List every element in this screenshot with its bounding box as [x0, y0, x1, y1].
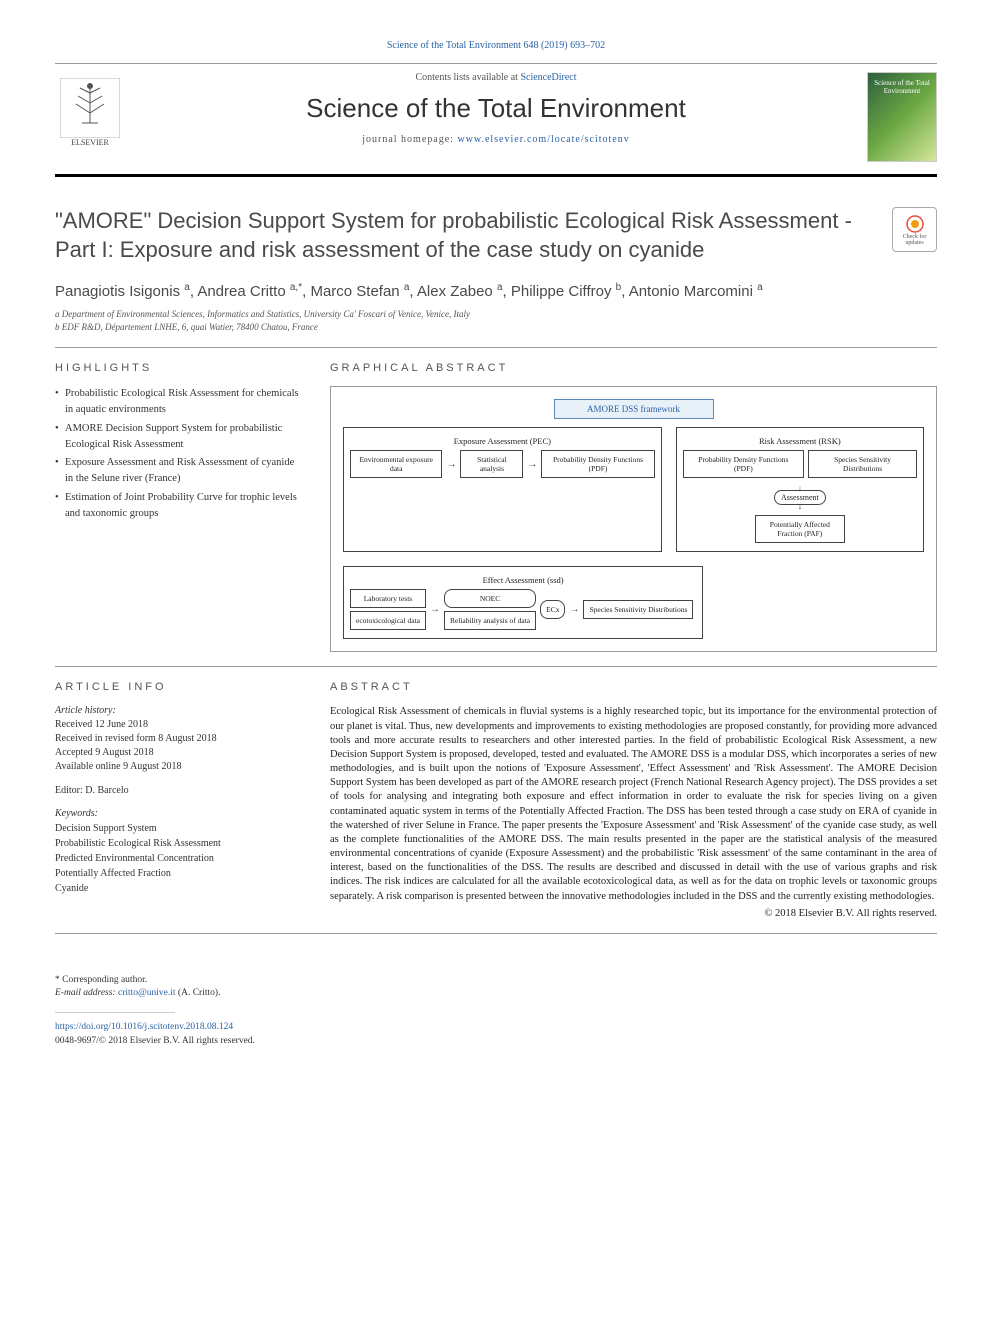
homepage-link[interactable]: www.elsevier.com/locate/scitotenv [457, 134, 629, 145]
elsevier-tree-icon [60, 78, 120, 138]
email-link[interactable]: critto@unive.it [118, 988, 176, 998]
keyword: Cyanide [55, 881, 300, 896]
article-history: Received 12 June 2018 Received in revise… [55, 718, 300, 774]
check-updates-label: Check for updates [893, 234, 936, 246]
received-date: Received 12 June 2018 [55, 718, 300, 732]
accepted-date: Accepted 9 August 2018 [55, 746, 300, 760]
publisher-logo[interactable]: ELSEVIER [55, 72, 125, 152]
online-date: Available online 9 August 2018 [55, 760, 300, 774]
ga-ec: ECx [540, 600, 565, 619]
highlights-graphical-row: HIGHLIGHTS Probabilistic Ecological Risk… [55, 362, 937, 652]
header-divider [55, 174, 937, 177]
issn-copyright: 0048-9697/© 2018 Elsevier B.V. All right… [55, 1035, 937, 1048]
contents-line: Contents lists available at ScienceDirec… [145, 72, 847, 83]
abstract-column: ABSTRACT Ecological Risk Assessment of c… [330, 681, 937, 918]
keyword: Decision Support System [55, 821, 300, 836]
highlights-heading: HIGHLIGHTS [55, 362, 300, 374]
keywords-label: Keywords: [55, 808, 300, 819]
article-title: "AMORE" Decision Support System for prob… [55, 207, 872, 264]
header-center: Contents lists available at ScienceDirec… [145, 72, 847, 145]
divider-3 [55, 933, 937, 934]
check-updates-badge[interactable]: Check for updates [892, 207, 937, 252]
highlight-item: Estimation of Joint Probability Curve fo… [55, 490, 300, 522]
ga-exposure-box2: Statistical analysis [460, 450, 523, 478]
ga-rel: Reliability analysis of data [444, 611, 536, 630]
editor-label: Editor: [55, 785, 85, 796]
homepage-line: journal homepage: www.elsevier.com/locat… [145, 134, 847, 145]
ga-exposure-box1: Environmental exposure data [350, 450, 442, 478]
ga-risk-header: Risk Assessment (RSK) [683, 436, 917, 446]
journal-header: ELSEVIER Contents lists available at Sci… [55, 72, 937, 162]
highlight-item: AMORE Decision Support System for probab… [55, 421, 300, 453]
ga-paf-box: Potentially Affected Fraction (PAF) [755, 515, 845, 543]
graphical-abstract-column: GRAPHICAL ABSTRACT AMORE DSS framework E… [330, 362, 937, 652]
graphical-heading: GRAPHICAL ABSTRACT [330, 362, 937, 374]
journal-name: Science of the Total Environment [145, 93, 847, 124]
ga-exposure-box3: Probability Density Functions (PDF) [541, 450, 654, 478]
top-rule [55, 63, 937, 64]
doi-link[interactable]: https://doi.org/10.1016/j.scitotenv.2018… [55, 1022, 233, 1032]
revised-date: Received in revised form 8 August 2018 [55, 732, 300, 746]
arrow-icon: → [430, 604, 440, 615]
doi-block: https://doi.org/10.1016/j.scitotenv.2018… [55, 1021, 937, 1048]
contents-prefix: Contents lists available at [415, 72, 520, 83]
ga-effect-panel: Effect Assessment (ssd) Laboratory tests… [343, 566, 703, 639]
ga-exposure-panel: Exposure Assessment (PEC) Environmental … [343, 427, 662, 552]
ga-framework-title: AMORE DSS framework [554, 399, 714, 419]
keyword: Probabilistic Ecological Risk Assessment [55, 836, 300, 851]
arrow-icon: → [569, 604, 579, 615]
graphical-abstract-figure: AMORE DSS framework Exposure Assessment … [330, 386, 937, 652]
footer: * Corresponding author. E-mail address: … [55, 974, 937, 1048]
affiliation-a: a Department of Environmental Sciences, … [55, 308, 937, 321]
article-info-column: ARTICLE INFO Article history: Received 1… [55, 681, 300, 918]
copyright-line: © 2018 Elsevier B.V. All rights reserved… [330, 908, 937, 919]
arrow-icon: → [527, 459, 537, 470]
top-citation[interactable]: Science of the Total Environment 648 (20… [55, 40, 937, 51]
cover-text: Science of the Total Environment [868, 79, 936, 95]
ga-risk-pdf: Probability Density Functions (PDF) [683, 450, 804, 478]
highlights-list: Probabilistic Ecological Risk Assessment… [55, 386, 300, 521]
divider-1 [55, 347, 937, 348]
check-updates-icon [905, 214, 925, 234]
editor-name: D. Barcelo [85, 785, 128, 796]
journal-cover-thumbnail[interactable]: Science of the Total Environment [867, 72, 937, 162]
email-author-name: (A. Critto). [176, 988, 221, 998]
affiliation-b: b EDF R&D, Département LNHE, 6, quai Wat… [55, 321, 937, 334]
corr-label: * Corresponding author. [55, 974, 937, 987]
highlight-item: Probabilistic Ecological Risk Assessment… [55, 386, 300, 418]
abstract-text: Ecological Risk Assessment of chemicals … [330, 705, 937, 903]
ga-lab-box: Laboratory tests [350, 589, 426, 608]
ga-noec: NOEC [444, 589, 536, 608]
ga-risk-ssd: Species Sensitivity Distributions [808, 450, 917, 478]
highlight-item: Exposure Assessment and Risk Assessment … [55, 455, 300, 487]
article-page: Science of the Total Environment 648 (20… [0, 0, 992, 1088]
keyword: Potentially Affected Fraction [55, 866, 300, 881]
corresponding-author: * Corresponding author. E-mail address: … [55, 974, 937, 1001]
affiliations: a Department of Environmental Sciences, … [55, 308, 937, 333]
authors-list: Panagiotis Isigonis a, Andrea Critto a,*… [55, 282, 937, 300]
footer-rule [55, 1012, 175, 1013]
email-label: E-mail address: [55, 988, 118, 998]
homepage-prefix: journal homepage: [362, 134, 457, 145]
ga-exposure-header: Exposure Assessment (PEC) [350, 436, 655, 446]
ga-effect-header: Effect Assessment (ssd) [350, 575, 696, 585]
ga-assessment-node: ↓Assessment↓ [683, 484, 917, 511]
editor-line: Editor: D. Barcelo [55, 784, 300, 798]
email-line: E-mail address: critto@unive.it (A. Crit… [55, 987, 937, 1000]
sciencedirect-link[interactable]: ScienceDirect [520, 72, 576, 83]
info-abstract-row: ARTICLE INFO Article history: Received 1… [55, 681, 937, 918]
publisher-name: ELSEVIER [71, 138, 109, 147]
divider-2 [55, 666, 937, 667]
ga-risk-panel: Risk Assessment (RSK) Probability Densit… [676, 427, 924, 552]
title-row: "AMORE" Decision Support System for prob… [55, 207, 937, 264]
arrow-icon: → [446, 459, 456, 470]
highlights-column: HIGHLIGHTS Probabilistic Ecological Risk… [55, 362, 300, 652]
article-info-heading: ARTICLE INFO [55, 681, 300, 693]
keywords-list: Decision Support System Probabilistic Ec… [55, 821, 300, 896]
keyword: Predicted Environmental Concentration [55, 851, 300, 866]
ga-ssd-box: Species Sensitivity Distributions [583, 600, 693, 619]
abstract-heading: ABSTRACT [330, 681, 937, 693]
history-label: Article history: [55, 705, 300, 716]
ga-eco-box: ecotoxicological data [350, 611, 426, 630]
